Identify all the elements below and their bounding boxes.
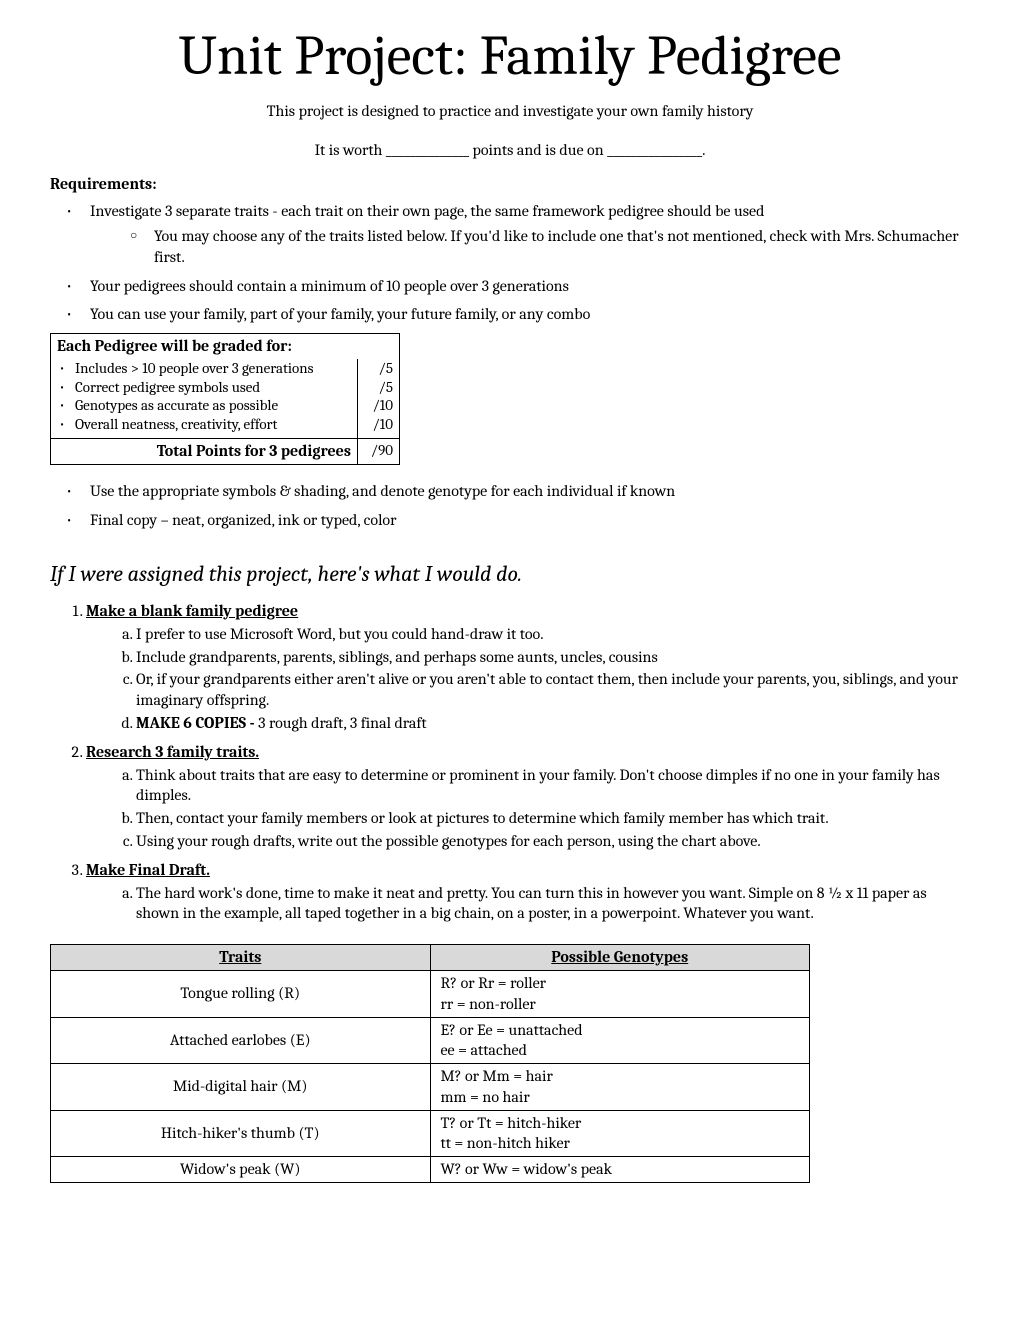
requirement-item: Investigate 3 separate traits - each tra… — [50, 201, 970, 267]
step-item: Make a blank family pedigree I prefer to… — [86, 601, 970, 734]
requirement-item: Final copy – neat, organized, ink or typ… — [50, 510, 970, 531]
grading-points: /5 — [364, 378, 393, 397]
table-row: Mid-digital hair (M)M? or Mm = hairmm = … — [51, 1064, 810, 1111]
trait-cell: Tongue rolling (R) — [51, 970, 431, 1017]
requirements-heading: Requirements: — [50, 174, 970, 195]
grading-criterion: Overall neatness, creativity, effort — [57, 415, 351, 434]
substep: Then, contact your family members or loo… — [136, 808, 970, 829]
howto-heading: If I were assigned this project, here's … — [50, 560, 970, 589]
table-header-traits: Traits — [51, 945, 431, 971]
grading-total-value: /90 — [357, 439, 399, 464]
genotype-cell: R? or Rr = rollerrr = non-roller — [430, 970, 810, 1017]
requirement-item: Your pedigrees should contain a minimum … — [50, 276, 970, 297]
requirement-item: Use the appropriate symbols & shading, a… — [50, 481, 970, 502]
substep-rest: 3 rough draft, 3 final draft — [258, 714, 426, 732]
grading-table: Each Pedigree will be graded for: Includ… — [50, 333, 400, 465]
traits-table: Traits Possible Genotypes Tongue rolling… — [50, 944, 810, 1183]
substep: I prefer to use Microsoft Word, but you … — [136, 624, 970, 645]
grading-points: /10 — [364, 396, 393, 415]
trait-cell: Mid-digital hair (M) — [51, 1064, 431, 1111]
step-title: Make a blank family pedigree — [86, 602, 298, 620]
substep: Or, if your grandparents either aren't a… — [136, 669, 970, 711]
genotype-cell: W? or Ww = widow's peak — [430, 1157, 810, 1183]
step-title: Research 3 family traits. — [86, 743, 259, 761]
requirement-subitem: You may choose any of the traits listed … — [130, 226, 970, 268]
table-row: Widow's peak (W)W? or Ww = widow's peak — [51, 1157, 810, 1183]
substep: MAKE 6 COPIES - 3 rough draft, 3 final d… — [136, 713, 970, 734]
step-item: Research 3 family traits. Think about tr… — [86, 742, 970, 852]
genotype-cell: M? or Mm = hairmm = no hair — [430, 1064, 810, 1111]
table-row: Tongue rolling (R)R? or Rr = rollerrr = … — [51, 970, 810, 1017]
grading-criterion: Correct pedigree symbols used — [57, 378, 351, 397]
requirement-text: Investigate 3 separate traits - each tra… — [90, 202, 764, 220]
grading-total-label: Total Points for 3 pedigrees — [51, 439, 357, 464]
grading-header: Each Pedigree will be graded for: — [51, 334, 399, 359]
trait-cell: Attached earlobes (E) — [51, 1017, 431, 1064]
substep-bold: MAKE 6 COPIES - — [136, 714, 258, 732]
substep: Think about traits that are easy to dete… — [136, 765, 970, 807]
grading-criterion: Includes > 10 people over 3 generations — [57, 359, 351, 378]
genotype-cell: T? or Tt = hitch-hikertt = non-hitch hik… — [430, 1110, 810, 1157]
subtitle: This project is designed to practice and… — [50, 101, 970, 122]
grading-points: /5 — [364, 359, 393, 378]
table-row: Hitch-hiker's thumb (T)T? or Tt = hitch-… — [51, 1110, 810, 1157]
table-header-genotypes: Possible Genotypes — [430, 945, 810, 971]
grading-criterion: Genotypes as accurate as possible — [57, 396, 351, 415]
substep: Using your rough drafts, write out the p… — [136, 831, 970, 852]
genotype-cell: E? or Ee = unattachedee = attached — [430, 1017, 810, 1064]
page-title: Unit Project: Family Pedigree — [50, 20, 970, 93]
requirement-item: You can use your family, part of your fa… — [50, 304, 970, 325]
table-row: Attached earlobes (E)E? or Ee = unattach… — [51, 1017, 810, 1064]
grading-points: /10 — [364, 415, 393, 434]
substep: Include grandparents, parents, siblings,… — [136, 647, 970, 668]
substep: The hard work's done, time to make it ne… — [136, 883, 970, 925]
step-title: Make Final Draft. — [86, 861, 210, 879]
worth-line: It is worth ______________ points and is… — [50, 140, 970, 161]
trait-cell: Hitch-hiker's thumb (T) — [51, 1110, 431, 1157]
step-item: Make Final Draft. The hard work's done, … — [86, 860, 970, 924]
trait-cell: Widow's peak (W) — [51, 1157, 431, 1183]
